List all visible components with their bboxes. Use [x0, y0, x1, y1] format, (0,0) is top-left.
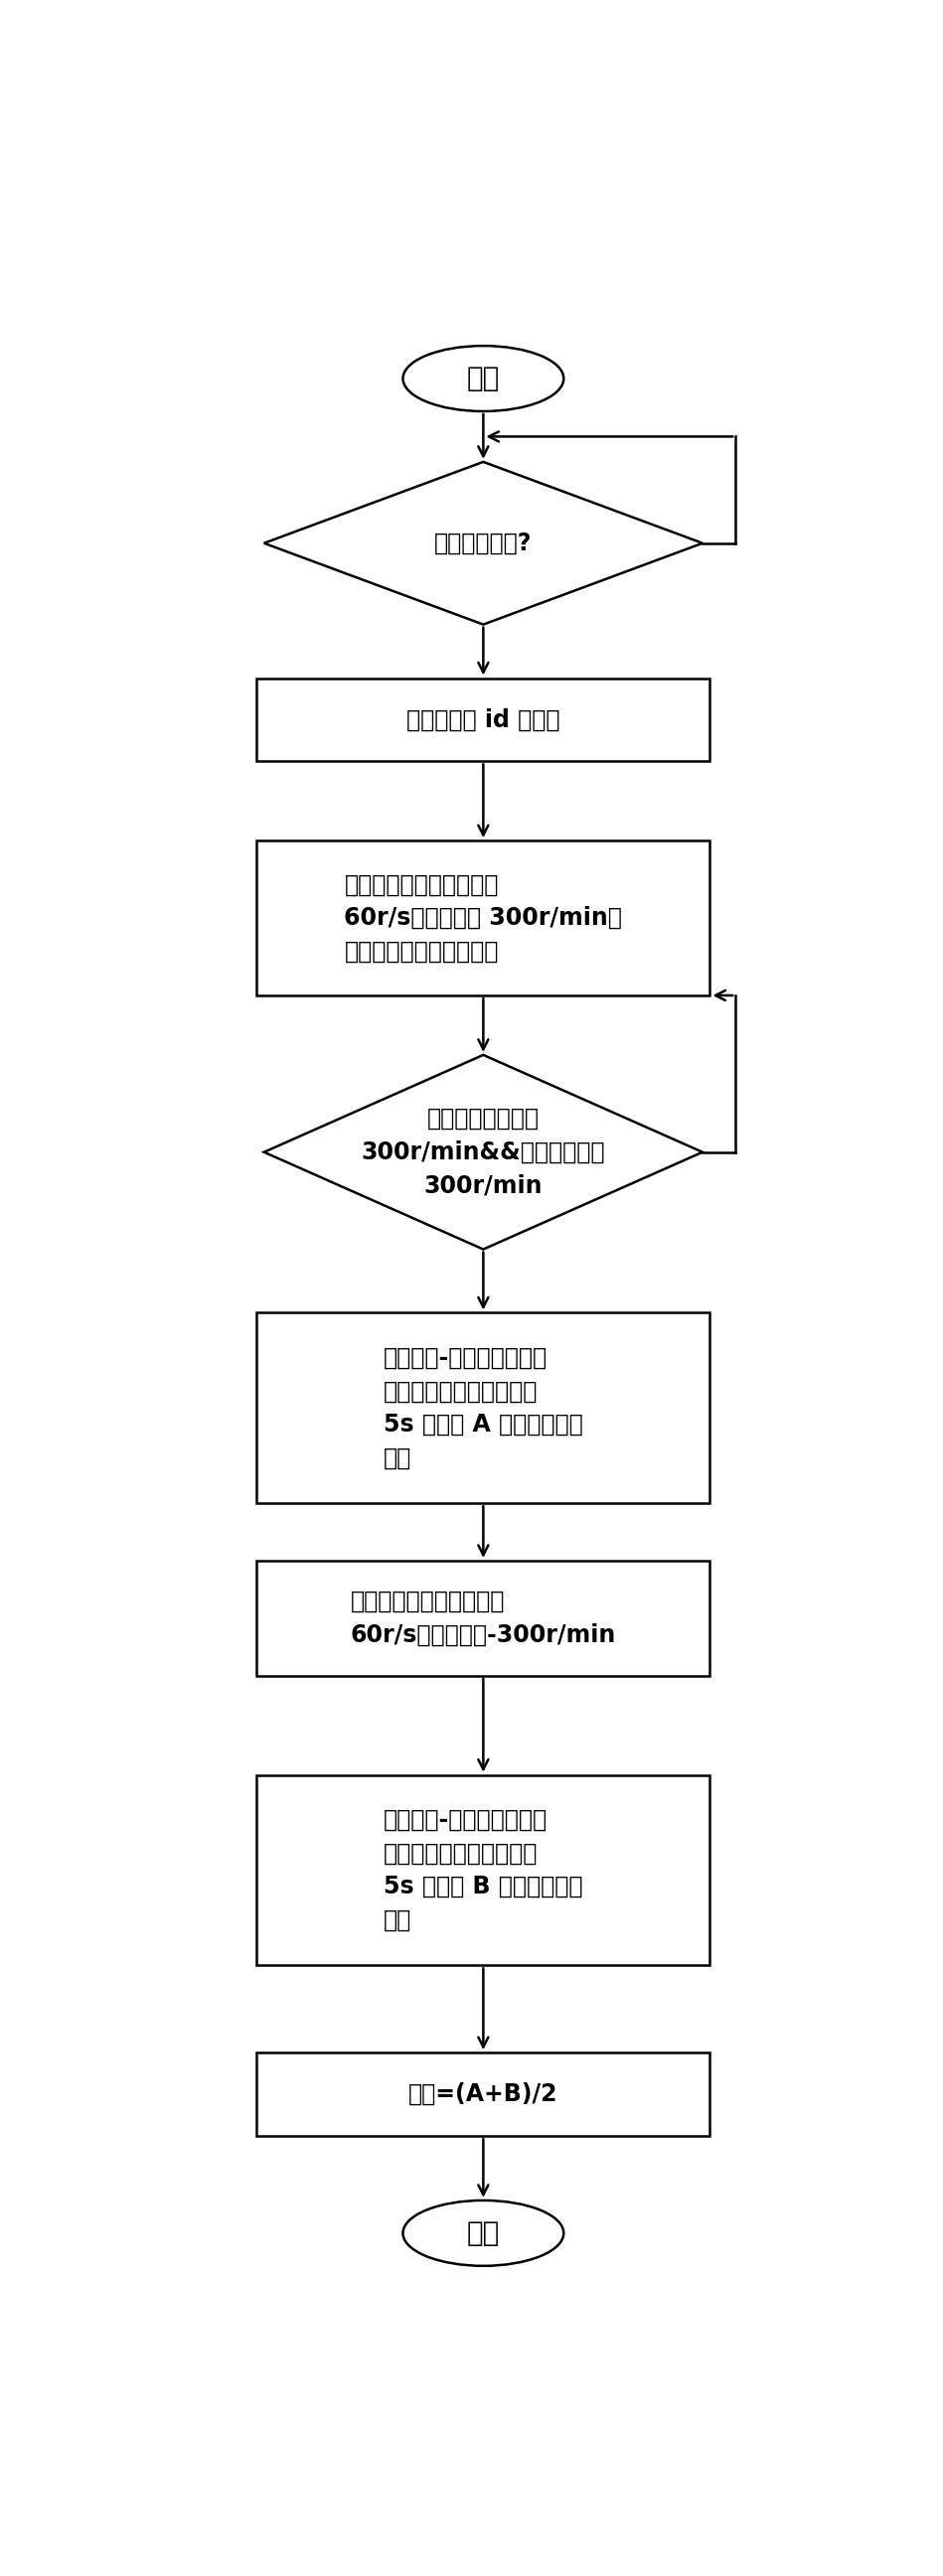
Ellipse shape: [403, 2200, 564, 2267]
FancyBboxPatch shape: [256, 677, 710, 762]
Text: 零位测量使能?: 零位测量使能?: [435, 531, 532, 554]
FancyBboxPatch shape: [256, 1314, 710, 1504]
Text: 控制定子合成磁场以斜率
60r/s，斜率达到 300r/min，
位置信息就是转速的积分: 控制定子合成磁场以斜率 60r/s，斜率达到 300r/min， 位置信息就是转…: [344, 873, 622, 963]
Text: 开波，给定 id 电流；: 开波，给定 id 电流；: [406, 708, 560, 732]
Text: 零位=(A+B)/2: 零位=(A+B)/2: [408, 2081, 558, 2107]
Text: 定子位置-转子位置的差值
的绝对值进行低通滤波，
5s 后得到 B 值，关波转子
停止: 定子位置-转子位置的差值 的绝对值进行低通滤波， 5s 后得到 B 值，关波转子…: [384, 1808, 583, 1932]
Text: 开始: 开始: [467, 366, 500, 392]
Text: 定子给定速度到达
300r/min&&转子速度接近
300r/min: 定子给定速度到达 300r/min&&转子速度接近 300r/min: [361, 1108, 605, 1198]
Polygon shape: [264, 461, 703, 623]
Polygon shape: [264, 1056, 703, 1249]
FancyBboxPatch shape: [256, 1775, 710, 1965]
FancyBboxPatch shape: [256, 1561, 710, 1677]
FancyBboxPatch shape: [256, 840, 710, 994]
Text: 结束: 结束: [467, 2221, 500, 2246]
Ellipse shape: [403, 345, 564, 412]
Text: 定子位置-转子位置的差值
的绝对值进行低通滤波，
5s 后得到 A 值，关波转子
停止: 定子位置-转子位置的差值 的绝对值进行低通滤波， 5s 后得到 A 值，关波转子…: [384, 1347, 583, 1471]
FancyBboxPatch shape: [256, 2053, 710, 2136]
Text: 控制定子合成磁场以斜率
60r/s，斜率达到-300r/min: 控制定子合成磁场以斜率 60r/s，斜率达到-300r/min: [351, 1589, 616, 1646]
